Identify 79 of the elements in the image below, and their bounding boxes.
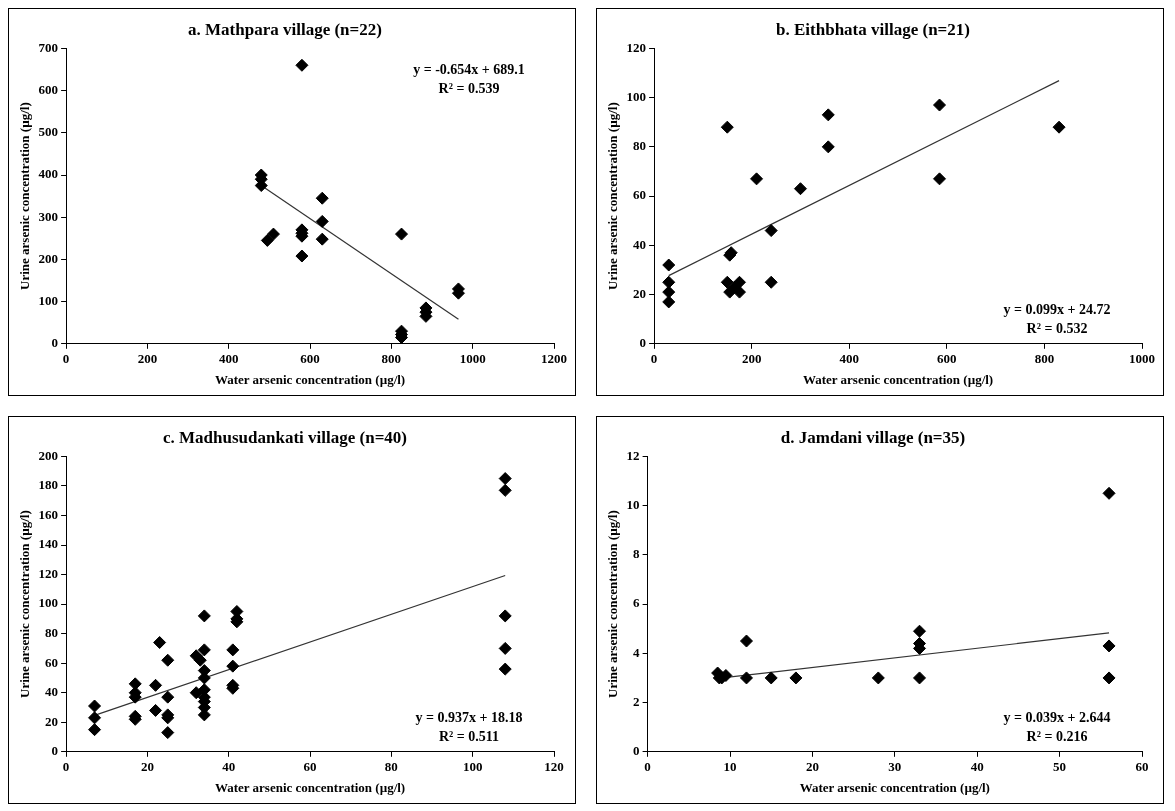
annotation: y = -0.654x + 689.1: [413, 62, 525, 78]
y-tick-label: 0: [51, 335, 59, 351]
y-tick-label: 80: [633, 138, 647, 154]
y-tick-label: 700: [38, 39, 59, 55]
y-axis-title: Urine arsenic concentration (µg/l): [605, 102, 621, 290]
x-tick-label: 0: [62, 758, 70, 774]
y-tick-label: 120: [626, 39, 647, 55]
x-tick-label: 0: [62, 350, 70, 366]
y-tick-label: 40: [45, 684, 59, 700]
x-tick-label: 10: [723, 758, 737, 774]
y-tick-label: 200: [38, 250, 59, 266]
y-tick-label: 60: [633, 187, 647, 203]
x-axis-title: Water arsenic concentration (µg/l): [214, 779, 406, 795]
y-tick-label: 0: [51, 743, 59, 759]
x-tick-label: 0: [650, 350, 658, 366]
x-tick-label: 1000: [1129, 350, 1155, 366]
x-tick-label: 40: [970, 758, 984, 774]
y-tick-label: 140: [38, 536, 59, 552]
annotation: y = 0.937x + 18.18: [415, 710, 523, 726]
y-tick-label: 120: [38, 565, 59, 581]
y-tick-label: 400: [38, 166, 59, 182]
x-tick-label: 400: [839, 350, 860, 366]
chart-title: c. Madhusudankati village (n=40): [163, 427, 407, 447]
y-tick-label: 200: [38, 447, 59, 463]
y-tick-label: 0: [639, 335, 647, 351]
x-tick-label: 60: [303, 758, 317, 774]
x-tick-label: 80: [384, 758, 398, 774]
y-tick-label: 8: [633, 546, 641, 562]
y-tick-label: 160: [38, 506, 59, 522]
y-tick-label: 100: [38, 292, 59, 308]
x-axis-title: Water arsenic concentration (µg/l): [214, 371, 406, 387]
y-tick-label: 600: [38, 81, 59, 97]
chart-title: d. Jamdani village (n=35): [780, 427, 966, 447]
y-tick-label: 0: [633, 743, 640, 759]
annotation: R² = 0.216: [1026, 729, 1088, 745]
y-tick-label: 500: [38, 124, 59, 140]
x-tick-label: 20: [140, 758, 154, 774]
x-axis-title: Water arsenic concentration (µg/l): [802, 371, 994, 387]
y-tick-label: 100: [626, 88, 647, 104]
x-tick-label: 400: [218, 350, 239, 366]
y-tick-label: 300: [38, 208, 59, 224]
annotation: R² = 0.532: [1026, 321, 1088, 337]
x-tick-label: 1200: [541, 350, 567, 366]
x-tick-label: 50: [1053, 758, 1067, 774]
x-tick-label: 800: [1034, 350, 1055, 366]
x-tick-label: 40: [222, 758, 236, 774]
x-tick-label: 600: [300, 350, 320, 366]
x-tick-label: 60: [1135, 758, 1149, 774]
x-tick-label: 100: [462, 758, 483, 774]
annotation: R² = 0.511: [438, 729, 500, 745]
annotation: y = 0.099x + 24.72: [1003, 302, 1111, 318]
y-tick-label: 4: [633, 644, 641, 660]
y-axis-title: Urine arsenic concentration (µg/l): [605, 510, 621, 698]
y-tick-label: 100: [38, 595, 59, 611]
x-tick-label: 20: [805, 758, 819, 774]
y-tick-label: 180: [38, 477, 59, 493]
y-tick-label: 40: [633, 236, 647, 252]
y-tick-label: 20: [45, 713, 59, 729]
chart-title: b. Eithbhata village (n=21): [776, 19, 970, 39]
y-tick-label: 12: [626, 447, 640, 463]
x-tick-label: 800: [381, 350, 402, 366]
y-tick-label: 60: [45, 654, 59, 670]
y-tick-label: 20: [633, 285, 647, 301]
chart-title: a. Mathpara village (n=22): [188, 19, 382, 39]
annotation: y = 0.039x + 2.644: [1003, 710, 1111, 726]
y-tick-label: 2: [633, 693, 640, 709]
y-tick-label: 10: [626, 496, 640, 512]
x-tick-label: 600: [937, 350, 957, 366]
x-tick-label: 200: [137, 350, 158, 366]
x-tick-label: 200: [741, 350, 762, 366]
annotation: R² = 0.539: [438, 81, 500, 97]
x-tick-label: 120: [544, 758, 564, 774]
x-axis-title: Water arsenic concentration (µg/l): [799, 779, 990, 795]
y-tick-label: 80: [45, 625, 59, 640]
x-tick-label: 1000: [459, 350, 486, 366]
y-axis-title: Urine arsenic concentration (µg/l): [17, 102, 33, 290]
x-tick-label: 30: [888, 758, 902, 774]
y-tick-label: 6: [633, 595, 641, 611]
y-axis-title: Urine arsenic concentration (µg/l): [17, 510, 33, 698]
